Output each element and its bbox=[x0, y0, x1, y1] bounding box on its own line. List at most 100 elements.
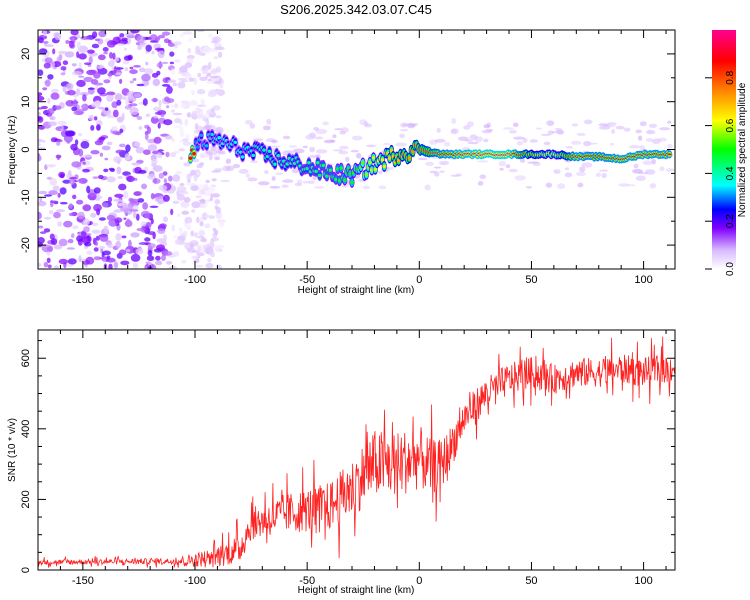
figure-title: S206.2025.342.03.07.C45 bbox=[280, 2, 432, 17]
heatmap-cell bbox=[90, 150, 100, 155]
heatmap-cell bbox=[192, 152, 196, 156]
heatmap-cell bbox=[106, 114, 115, 119]
heatmap-cell bbox=[184, 216, 193, 224]
heatmap-cell bbox=[151, 72, 159, 78]
heatmap-cell bbox=[513, 136, 525, 140]
heatmap-cell bbox=[184, 118, 189, 127]
heatmap-cell bbox=[186, 112, 192, 118]
heatmap-cell bbox=[434, 171, 440, 177]
heatmap-cell bbox=[608, 122, 617, 125]
heatmap-cell bbox=[190, 185, 199, 192]
heatmap-cell bbox=[439, 170, 446, 173]
heatmap-cell bbox=[271, 139, 278, 144]
heatmap-cell bbox=[244, 119, 253, 125]
heatmap-cell bbox=[59, 201, 68, 205]
heatmap-cell bbox=[170, 208, 174, 216]
heatmap-cell bbox=[123, 55, 132, 61]
heatmap-cell bbox=[191, 255, 199, 260]
x-tick-label: -100 bbox=[184, 575, 206, 587]
heatmap-cell bbox=[49, 178, 58, 186]
heatmap-cell bbox=[99, 234, 109, 242]
heatmap-cell bbox=[138, 126, 143, 130]
y-tick-label: 10 bbox=[20, 96, 32, 108]
heatmap-cell bbox=[107, 196, 113, 203]
heatmap-cell bbox=[196, 114, 205, 119]
heatmap-cell bbox=[123, 217, 127, 220]
heatmap-cell bbox=[306, 180, 315, 184]
heatmap-cell bbox=[64, 130, 75, 137]
heatmap-cell bbox=[162, 216, 169, 223]
heatmap-cell bbox=[94, 116, 98, 121]
heatmap-cell bbox=[264, 170, 269, 175]
heatmap-cell bbox=[172, 200, 180, 204]
heatmap-cell bbox=[173, 125, 183, 129]
heatmap-cell bbox=[150, 116, 159, 124]
heatmap-cell bbox=[281, 184, 289, 188]
heatmap-cell bbox=[322, 121, 330, 126]
heatmap-cell bbox=[644, 169, 656, 175]
heatmap-cell bbox=[78, 75, 85, 78]
snr-ylabel: SNR (10 * v/v) bbox=[7, 418, 18, 482]
heatmap-cell bbox=[238, 168, 249, 174]
heatmap-cell bbox=[570, 140, 582, 145]
heatmap-cell bbox=[60, 66, 67, 71]
heatmap-cell bbox=[382, 142, 391, 146]
heatmap-cell bbox=[90, 125, 95, 131]
heatmap-cell bbox=[149, 40, 159, 43]
x-tick-label: 0 bbox=[416, 575, 422, 587]
spectrogram-heatmap bbox=[38, 30, 675, 269]
heatmap-cell bbox=[565, 146, 574, 149]
heatmap-cell bbox=[152, 78, 160, 87]
heatmap-cell bbox=[58, 258, 68, 265]
heatmap-cell bbox=[88, 56, 93, 65]
heatmap-cell bbox=[211, 170, 222, 173]
heatmap-cell bbox=[38, 48, 48, 55]
heatmap-cell bbox=[72, 99, 78, 107]
x-tick-label: 50 bbox=[525, 274, 537, 286]
heatmap-cell bbox=[628, 145, 641, 149]
heatmap-cell bbox=[57, 192, 61, 198]
heatmap-cell bbox=[659, 127, 671, 131]
heatmap-cell bbox=[583, 119, 593, 125]
heatmap-cell bbox=[72, 194, 77, 200]
heatmap-cell bbox=[314, 186, 325, 189]
heatmap-cell bbox=[551, 131, 558, 134]
heatmap-cell bbox=[171, 109, 175, 113]
heatmap-cell bbox=[144, 82, 150, 85]
heatmap-cell bbox=[181, 65, 186, 70]
heatmap-cell bbox=[44, 194, 53, 197]
heatmap-cell bbox=[106, 91, 116, 96]
heatmap-cell bbox=[205, 179, 210, 184]
heatmap-cell bbox=[86, 250, 93, 255]
heatmap-cell bbox=[212, 81, 222, 85]
heatmap-cell bbox=[350, 180, 354, 185]
heatmap-cell bbox=[215, 211, 223, 220]
heatmap-cell bbox=[42, 30, 47, 37]
heatmap-cell bbox=[346, 179, 351, 186]
heatmap-cell bbox=[179, 183, 185, 186]
heatmap-cell bbox=[122, 96, 127, 100]
heatmap-cell bbox=[202, 46, 212, 54]
heatmap-cell bbox=[576, 132, 586, 136]
heatmap-cell bbox=[313, 126, 320, 131]
heatmap-cell bbox=[667, 144, 673, 149]
heatmap-cell bbox=[199, 230, 205, 237]
heatmap-cell bbox=[366, 144, 376, 148]
heatmap-cell bbox=[262, 125, 271, 131]
heatmap-cell bbox=[145, 44, 152, 52]
heatmap-cell bbox=[282, 179, 294, 183]
heatmap-cell bbox=[577, 182, 584, 188]
heatmap-cell bbox=[529, 139, 538, 143]
heatmap-cell bbox=[51, 238, 58, 246]
heatmap-cell bbox=[103, 225, 109, 234]
heatmap-cell bbox=[124, 67, 129, 72]
x-tick-label: -50 bbox=[299, 575, 315, 587]
heatmap-cell bbox=[98, 30, 107, 38]
heatmap-cell bbox=[112, 130, 120, 135]
heatmap-cell bbox=[151, 158, 158, 166]
heatmap-cell bbox=[214, 245, 222, 252]
heatmap-cell bbox=[191, 209, 196, 213]
heatmap-cell bbox=[76, 235, 83, 242]
heatmap-cell bbox=[128, 209, 139, 212]
heatmap-cell bbox=[183, 197, 191, 203]
